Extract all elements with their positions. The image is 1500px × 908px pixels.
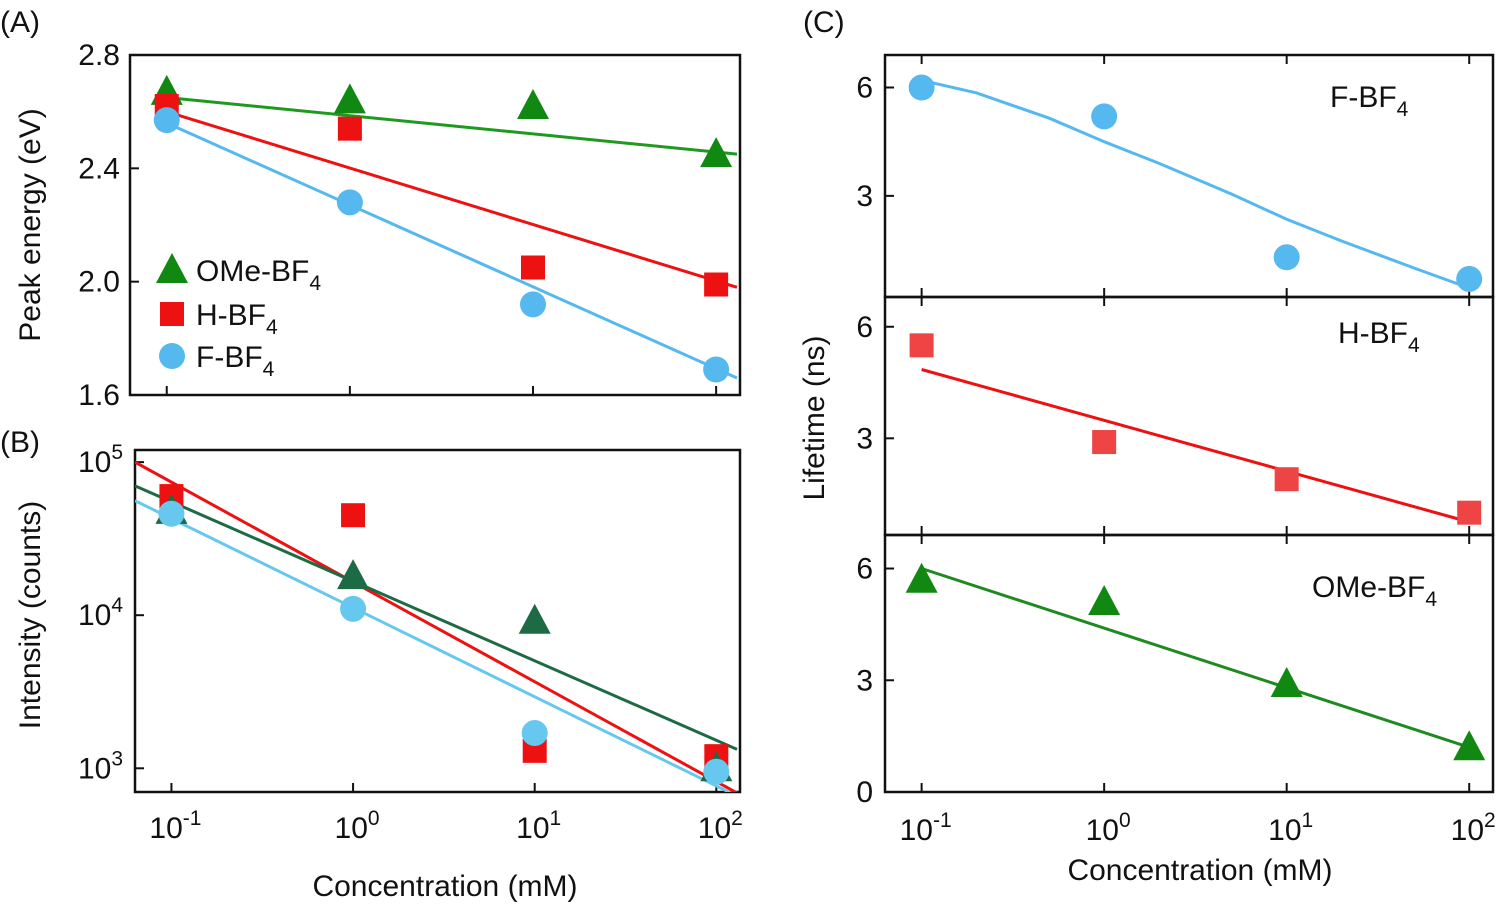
panel-b-y-tick-label: 103 <box>78 747 123 785</box>
panel-b-frame <box>133 448 742 794</box>
panel-c-data-point <box>909 333 934 358</box>
panel-a-data-point <box>700 137 733 168</box>
panel-b-data-point <box>341 503 366 528</box>
panel-b-x-tick-label: 100 <box>335 807 380 845</box>
panel-c-data-point <box>905 562 938 593</box>
panel-a-data-point <box>521 255 546 280</box>
panel-label-b: (B) <box>0 426 40 459</box>
panel-c-y-tick-label: 3 <box>856 422 873 455</box>
panel-c-data-point <box>1274 467 1299 492</box>
panel-b-data-point <box>337 559 370 590</box>
panel-a-data-point <box>704 272 729 297</box>
panel-c-data-point <box>1457 500 1482 525</box>
panel-b-x-tick-label: 10-1 <box>149 807 201 845</box>
panel-label-c: (C) <box>803 6 845 39</box>
panel-b-intensity: 103 104 105 10-1 100 101 102 <box>78 441 743 845</box>
panel-c-y-tick-label: 3 <box>856 664 873 697</box>
panel-c-x-axis-label: Concentration (mM) <box>1067 854 1332 887</box>
panel-b-data-point <box>158 500 185 527</box>
panel-b-x-axis-label: Concentration (mM) <box>312 870 577 903</box>
panel-a-frame <box>128 53 742 397</box>
panel-b-y-tick-label: 105 <box>78 441 123 479</box>
panel-c-data-point <box>1088 585 1121 616</box>
panel-a-legend-marker <box>159 343 185 369</box>
panel-b-y-axis-label: Intensity (counts) <box>14 501 47 729</box>
panel-a-data-point <box>336 189 363 216</box>
panel-c-y-tick-label: 6 <box>856 72 873 105</box>
panel-c-y-tick-label: 0 <box>856 776 873 809</box>
panel-c-fit-line <box>921 78 1470 290</box>
panel-a-data-point <box>337 116 362 141</box>
panel-a-y-tick-label: 2.4 <box>78 152 120 185</box>
panel-a-data-point <box>520 291 547 318</box>
panel-a-data-point <box>333 83 366 114</box>
panel-a-y-tick-label: 1.6 <box>78 379 120 412</box>
panel-b-data-point <box>521 720 548 747</box>
panel-c-y-axis-label: Lifetime (ns) <box>798 335 831 500</box>
panel-c-fit-line <box>921 368 1470 524</box>
panel-c-x-tick-label: 102 <box>1451 809 1496 847</box>
panel-b-x-tick-label: 101 <box>516 807 561 845</box>
panel-c-data-point <box>1091 103 1118 130</box>
panel-a-data-point <box>703 356 730 383</box>
panel-c-y-tick-label: 6 <box>856 553 873 586</box>
panel-b-fit-line <box>135 499 732 792</box>
panel-b-fit-lines <box>135 460 738 792</box>
panel-b-data-point <box>518 603 551 634</box>
panel-c-data-point <box>1456 265 1483 292</box>
panel-a-legend-label: H-BF4 <box>196 299 278 339</box>
panel-c-data-point <box>908 74 935 101</box>
panel-c-x-tick-label: 101 <box>1268 809 1313 847</box>
panel-c-annotation: F-BF4 <box>1330 81 1409 121</box>
panel-c-annotation: OMe-BF4 <box>1312 571 1437 611</box>
panel-a-data-point <box>153 107 180 134</box>
panel-b-fit-line <box>135 484 738 751</box>
panel-c-y-tick-label: 3 <box>856 180 873 213</box>
panel-a-legend-label: OMe-BF4 <box>196 255 321 295</box>
panel-b-y-tick-label: 104 <box>78 594 123 632</box>
panel-c-data-point <box>1273 244 1300 271</box>
panel-c-fit-line <box>921 567 1470 749</box>
panel-c-y-tick-label: 6 <box>856 311 873 344</box>
panel-a-legend-marker <box>156 253 188 283</box>
panel-a-legend-marker <box>160 302 184 326</box>
panel-b-data-point <box>703 758 730 785</box>
panel-a-fit-line <box>166 110 738 289</box>
panel-c-subplot-frame <box>883 533 1495 794</box>
panel-a-y-tick-label: 2.8 <box>78 39 120 72</box>
panel-b-data-point <box>340 595 367 622</box>
panel-c-annotation: H-BF4 <box>1338 317 1420 357</box>
panel-a-fit-line <box>166 96 738 156</box>
panel-label-a: (A) <box>0 6 40 39</box>
panel-a-legend-label: F-BF4 <box>196 341 275 381</box>
panel-b-fit-line <box>135 460 738 792</box>
panel-c-x-tick-label: 100 <box>1086 809 1131 847</box>
panel-c-data-point <box>1453 730 1486 761</box>
panel-c-x-tick-label: 10-1 <box>900 809 952 847</box>
panel-a-y-tick-label: 2.0 <box>78 266 120 299</box>
panel-b-x-tick-label: 102 <box>698 807 743 845</box>
panel-c-data-point <box>1270 666 1303 697</box>
panel-a-data-point <box>517 89 550 119</box>
panel-c-data-point <box>1092 430 1117 455</box>
panel-c-lifetime: 3 6 F-BF4 3 6 H-BF4 0 3 6 OMe-BF4 10-1 100 101 102 <box>856 53 1496 847</box>
panel-a-fit-line <box>166 121 738 380</box>
panel-a-y-axis-label: Peak energy (eV) <box>14 108 47 341</box>
